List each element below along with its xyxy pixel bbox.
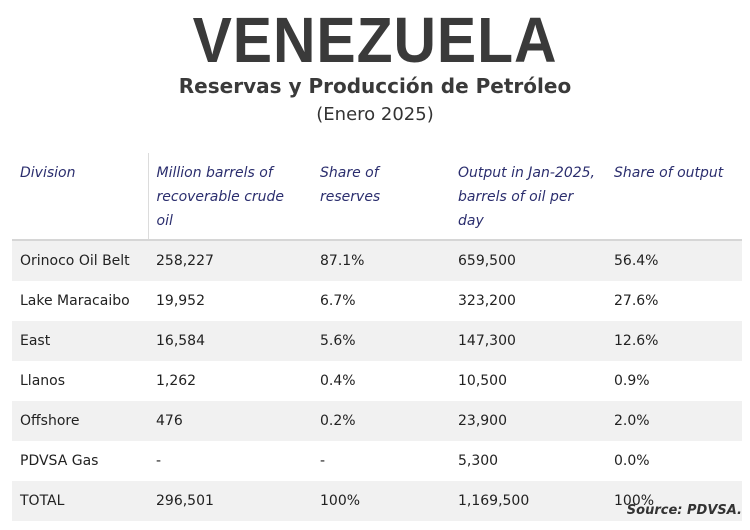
table-cell: 10,500 <box>458 373 507 389</box>
table-cell: 296,501 <box>148 481 312 521</box>
table-cell: - <box>320 453 326 469</box>
table-cell: 0.4% <box>320 373 356 389</box>
table-cell: Offshore <box>12 401 148 441</box>
table-cell: 12.6% <box>606 321 742 361</box>
table-row: Lake Maracaibo 19,952 6.7% 323,200 27.6% <box>12 281 742 321</box>
table-row: Offshore 476 0.2% 23,900 2.0% <box>12 401 742 441</box>
table-cell: 323,200 <box>458 293 516 309</box>
table-row: East 16,584 5.6% 147,300 12.6% <box>12 321 742 361</box>
table-cell: 16,584 <box>148 321 312 361</box>
data-table: Division Million barrels of recoverable c… <box>12 153 742 521</box>
column-header: Share of reserves <box>312 153 450 241</box>
table-cell: Lake Maracaibo <box>20 293 130 309</box>
table-cell: 476 <box>148 401 312 441</box>
table-cell: 258,227 <box>148 240 312 281</box>
table-cell: - <box>156 453 162 469</box>
header-row: Division Million barrels of recoverable c… <box>12 153 742 241</box>
table-cell: 27.6% <box>614 293 659 309</box>
table-cell: 2.0% <box>606 401 742 441</box>
column-header: Million barrels of recoverable crude oil <box>148 153 312 241</box>
table-cell: Orinoco Oil Belt <box>12 240 148 281</box>
table-cell: 1,169,500 <box>450 481 606 521</box>
table-cell: 6.7% <box>320 293 356 309</box>
table-cell: 5,300 <box>458 453 499 469</box>
table-cell: 147,300 <box>450 321 606 361</box>
table-cell: 1,262 <box>156 373 197 389</box>
column-header: Share of output <box>606 153 742 241</box>
table-cell: PDVSA Gas <box>20 453 99 469</box>
column-header: Division <box>12 153 149 241</box>
table-cell: 5.6% <box>312 321 450 361</box>
table-row: Orinoco Oil Belt 258,227 87.1% 659,500 56.4% <box>12 240 742 281</box>
table-cell: 100% <box>606 481 742 521</box>
source: Source: PDVSA. <box>626 503 742 518</box>
table-cell: 19,952 <box>156 293 205 309</box>
subtitle: Reservas y Producción de Petróleo <box>178 74 572 98</box>
table-cell: 23,900 <box>450 401 606 441</box>
table-row: TOTAL 296,501 100% 1,169,500 100% <box>12 481 742 521</box>
table-cell: Llanos <box>20 373 66 389</box>
table-cell: 0.0% <box>614 453 650 469</box>
table-cell: 0.9% <box>614 373 650 389</box>
table-body: Orinoco Oil Belt 258,227 87.1% 659,500 56.4%… <box>12 240 742 521</box>
table-cell: 100% <box>312 481 450 521</box>
table-cell: 659,500 <box>450 240 606 281</box>
table-row: Llanos 1,262 0.4% 10,500 0.9% <box>12 361 742 401</box>
table-cell: 0.2% <box>312 401 450 441</box>
table-cell: East <box>12 321 148 361</box>
date: (Enero 2025) <box>316 104 434 125</box>
title: VENEZUELA <box>192 4 558 76</box>
table-cell: 56.4% <box>606 240 742 281</box>
table-row: PDVSA Gas - - 5,300 0.0% <box>12 441 742 481</box>
table-cell: 87.1% <box>312 240 450 281</box>
column-header: Output in Jan-2025, barrels of oil per d… <box>450 153 606 241</box>
table-cell: TOTAL <box>12 481 148 521</box>
